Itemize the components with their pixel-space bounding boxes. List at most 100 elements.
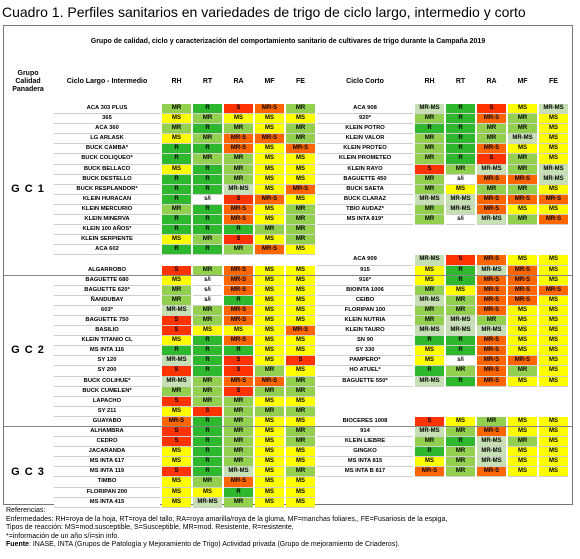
reaction-mf-long-cycle: MR-S: [255, 376, 284, 387]
reaction-fe-short-cycle: MR-S: [539, 194, 568, 205]
table-row: 365 MS MR MS MS MS 920* MR R MR-S MR MS: [4, 114, 572, 125]
reaction-ra-long-cycle: MR-S: [224, 305, 253, 316]
cultivar-name-short-cycle: KLEIN PROTEO: [317, 144, 413, 155]
header-fe-left: FE: [296, 78, 305, 85]
cultivar-name-long-cycle: BUCK BELLACO: [54, 164, 160, 175]
reaction-rh-long-cycle: MS: [162, 497, 191, 508]
reaction-rt-short-cycle: MS: [446, 285, 475, 296]
reaction-mf-short-cycle: MR: [508, 114, 537, 125]
reaction-rh-short-cycle: MR: [415, 184, 444, 195]
reaction-fe-long-cycle: MS: [286, 245, 315, 256]
reaction-mf-short-cycle: MR: [508, 184, 537, 195]
reaction-fe-long-cycle: MR: [286, 386, 315, 397]
reaction-mf-long-cycle: MR-S: [255, 245, 284, 256]
cultivar-name-short-cycle: GINGKO: [317, 447, 413, 458]
cultivar-name-short-cycle: CEIBO: [317, 295, 413, 306]
reaction-mf-short-cycle: MS: [508, 315, 537, 327]
reaction-rt-long-cycle: R: [193, 144, 222, 155]
reaction-fe-long-cycle: MS: [286, 114, 315, 125]
group-separator: [4, 426, 572, 428]
reaction-mf-short-cycle: MS: [508, 336, 537, 347]
reaction-fe-short-cycle: MS: [539, 255, 568, 266]
cultivar-name-long-cycle: MS INTA 116: [54, 346, 160, 357]
reaction-fe-long-cycle: MS: [286, 487, 315, 498]
reaction-rt-short-cycle: s/i: [446, 215, 475, 226]
cultivar-name-short-cycle: 914: [317, 427, 413, 438]
reaction-mf-short-cycle: MS: [508, 204, 537, 216]
reaction-rt-long-cycle: R: [193, 336, 222, 347]
table-row: BUCK DESTELLO R R MR MS MS BAGUETTE 450 MR s/i MR…: [4, 174, 572, 185]
reaction-fe-long-cycle: MR: [286, 215, 315, 226]
reaction-rt-short-cycle: MR: [446, 164, 475, 175]
reaction-ra-long-cycle: MR-S: [224, 285, 253, 296]
reaction-rt-long-cycle: R: [193, 245, 222, 256]
reaction-fe-long-cycle: S: [286, 356, 315, 367]
reaction-fe-short-cycle: MS: [539, 376, 568, 387]
reaction-fe-short-cycle: MS: [539, 144, 568, 155]
reaction-rt-long-cycle: MR: [193, 305, 222, 316]
cultivar-name-long-cycle: MS INTA 119: [54, 467, 160, 478]
reaction-mf-long-cycle: MS: [255, 447, 284, 458]
reaction-fe-long-cycle: MR: [286, 467, 315, 478]
table-row: TIMBO MS MR MR-S MS MS: [4, 477, 572, 488]
reaction-fe-long-cycle: MS: [286, 336, 315, 347]
reaction-rh-long-cycle: MS: [162, 336, 191, 347]
reaction-fe-short-cycle: MS: [539, 295, 568, 306]
table-caption: Grupo de calidad, ciclo y caracterizació…: [90, 38, 486, 45]
reaction-ra-short-cycle: MR-S: [477, 114, 506, 125]
reaction-rh-long-cycle: S: [162, 396, 191, 407]
cultivar-name-long-cycle: BUCK DESTELLO: [54, 174, 160, 185]
cultivar-name-short-cycle: KLEIN POTRO: [317, 124, 413, 135]
reaction-rh-short-cycle: MR: [415, 437, 444, 448]
reaction-rh-long-cycle: R: [162, 194, 191, 205]
reaction-mf-short-cycle: MS: [508, 144, 537, 155]
reaction-rh-short-cycle: MR: [415, 204, 444, 216]
cultivar-name-short-cycle: SY 330: [317, 346, 413, 357]
reaction-mf-long-cycle: MS: [255, 467, 284, 478]
reaction-rh-short-cycle: MS: [415, 356, 444, 367]
reaction-rt-long-cycle: MR: [193, 386, 222, 397]
reaction-rt-long-cycle: R: [193, 174, 222, 185]
reaction-rt-long-cycle: R: [193, 346, 222, 357]
cultivar-name-short-cycle: KLEIN RAYO: [317, 164, 413, 175]
table-row: SY 211 MS S MR MR MR: [4, 406, 572, 417]
reaction-fe-long-cycle: MR-S: [286, 184, 315, 195]
reaction-rt-short-cycle: MR-MS: [446, 315, 475, 327]
header-mf-right: MF: [517, 78, 528, 85]
reaction-rh-long-cycle: MS: [162, 406, 191, 417]
reaction-rt-short-cycle: R: [446, 124, 475, 135]
reaction-ra-short-cycle: MR-MS: [477, 437, 506, 448]
reaction-rh-long-cycle: MS: [162, 235, 191, 246]
reaction-rh-short-cycle: MS: [415, 275, 444, 286]
cultivar-name-long-cycle: FLORIPAN 200: [54, 487, 160, 498]
reaction-ra-short-cycle: MR-S: [477, 194, 506, 205]
cultivar-name-long-cycle: JACARANDA: [54, 447, 160, 458]
cultivar-name-long-cycle: MS INTA 415: [54, 497, 160, 508]
reaction-rt-long-cycle: MS: [193, 326, 222, 337]
reaction-ra-short-cycle: MR: [477, 124, 506, 135]
reaction-rt-short-cycle: R: [446, 104, 475, 115]
reaction-fe-long-cycle: MR: [286, 134, 315, 145]
reaction-mf-long-cycle: MR-S: [255, 194, 284, 205]
table-row: CEDRO S R MR MS MR KLEIN LIEBRE MR R MR-MS MR MS: [4, 437, 572, 448]
table-row: MS INTA 119 S R MR-MS MS MR MS INTA B 817 MR-S M…: [4, 467, 572, 478]
cultivar-name-long-cycle: ÑANDUBAY: [54, 295, 160, 306]
table-row: KLEIN MINERVA R R MR-S MS MR MS INTA 819* MR s/i…: [4, 215, 572, 226]
reaction-mf-long-cycle: MS: [255, 396, 284, 407]
reaction-rt-short-cycle: R: [446, 346, 475, 357]
table-row: BUCK CUMELEN* MR MR S MR MR: [4, 386, 572, 397]
cultivar-name-short-cycle: BAGUETTE 550*: [317, 376, 413, 387]
cultivar-name-short-cycle: HO ATUEL*: [317, 366, 413, 377]
reaction-ra-short-cycle: MR-S: [477, 144, 506, 155]
reaction-ra-long-cycle: MR: [224, 154, 253, 165]
reaction-rt-long-cycle: R: [193, 164, 222, 175]
cultivar-name-long-cycle: KLEIN SERPIENTE: [54, 235, 160, 246]
reaction-fe-long-cycle: MS: [286, 477, 315, 488]
reaction-rt-short-cycle: MR: [446, 447, 475, 458]
reaction-fe-long-cycle: MS: [286, 497, 315, 508]
reaction-ra-long-cycle: S: [224, 194, 253, 205]
reaction-ra-short-cycle: MR-S: [477, 356, 506, 367]
header-rt-right: RT: [455, 78, 466, 85]
reaction-rt-long-cycle: MR: [193, 235, 222, 246]
